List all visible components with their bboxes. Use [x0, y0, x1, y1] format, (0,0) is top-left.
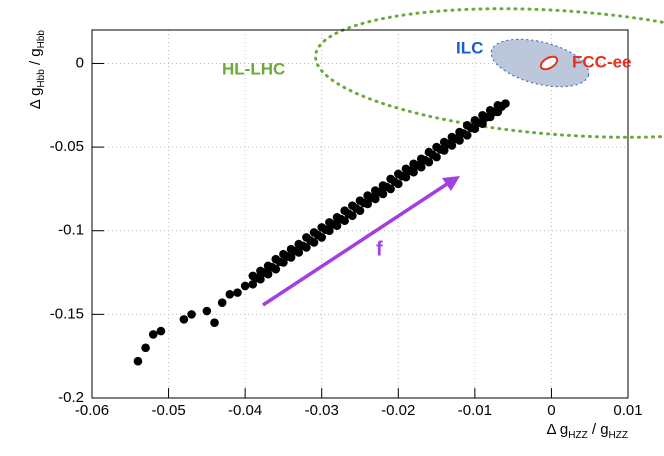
point — [459, 129, 468, 138]
y-tick-label: -0.2 — [58, 389, 84, 406]
point — [336, 214, 346, 224]
point — [344, 209, 353, 218]
point — [141, 343, 150, 353]
point — [267, 262, 277, 272]
point — [359, 198, 369, 208]
point — [179, 315, 189, 324]
label-part: Hbb — [36, 30, 47, 49]
point — [497, 102, 506, 111]
point — [466, 123, 476, 133]
point — [489, 107, 499, 117]
point — [474, 118, 483, 127]
point — [390, 177, 399, 186]
point — [451, 134, 461, 144]
point — [305, 236, 315, 245]
point — [233, 288, 242, 297]
x-tick-label: -0.03 — [305, 402, 339, 419]
y-tick-label: -0.1 — [58, 222, 84, 239]
point — [382, 182, 392, 192]
fcc-ee-contour — [539, 55, 559, 71]
point — [275, 257, 284, 267]
label-part: / g — [588, 421, 609, 438]
plot-frame — [91, 29, 629, 399]
point — [290, 246, 300, 256]
point — [436, 145, 445, 154]
arrow-head — [442, 176, 460, 191]
label-part: HZZ — [609, 430, 628, 441]
annotation: ILC — [456, 38, 483, 57]
x-tick-label: 0.01 — [613, 402, 642, 419]
point — [397, 171, 407, 181]
point — [240, 281, 250, 291]
annotation: HL-LHC — [222, 59, 285, 78]
x-tick-label: 0 — [547, 402, 555, 419]
point — [482, 113, 491, 122]
hl-lhc-contour — [314, 7, 664, 139]
point — [321, 225, 330, 235]
x-tick-label: -0.02 — [381, 402, 415, 419]
point — [298, 241, 307, 251]
point — [420, 155, 430, 165]
point — [413, 161, 422, 170]
point — [259, 268, 269, 277]
points — [133, 99, 510, 366]
point — [374, 187, 384, 197]
label-part: Hbb — [36, 69, 47, 88]
point — [248, 279, 258, 289]
annotation: FCC-ee — [572, 52, 632, 71]
label-part: / g — [27, 48, 44, 69]
x-axis-label: Δ gHZZ / gHZZ — [547, 421, 628, 441]
point — [443, 139, 453, 149]
x-tick-label: -0.01 — [458, 402, 492, 419]
point — [328, 220, 338, 229]
point — [187, 310, 196, 319]
y-tick-label: -0.05 — [50, 138, 84, 155]
x-tick-label: -0.05 — [151, 402, 185, 419]
contours — [314, 7, 664, 139]
label-part: HZZ — [568, 430, 587, 441]
y-axis-label: Δ gHbb / gHbb — [27, 30, 47, 110]
point — [405, 166, 415, 176]
point — [351, 204, 361, 213]
ilc-contour — [490, 38, 590, 88]
point — [225, 289, 235, 299]
point — [156, 326, 166, 336]
axes: -0.06 -0.05 -0.04 -0.03 -0.02 -0.01 0 0.01 -0.2 -… — [50, 54, 643, 419]
point — [367, 193, 376, 202]
point — [210, 318, 219, 328]
point — [313, 230, 323, 240]
point — [133, 356, 143, 366]
point — [282, 252, 292, 261]
point — [428, 150, 438, 160]
point — [148, 330, 158, 339]
x-tick-label: -0.04 — [228, 402, 262, 419]
arrow — [262, 180, 451, 307]
label-part: Δ g — [27, 88, 44, 110]
y-tick-label: -0.15 — [50, 305, 84, 322]
point — [252, 273, 261, 283]
annotation: f — [376, 238, 383, 260]
y-tick-label: 0 — [76, 54, 84, 71]
label-part: Δ g — [547, 421, 569, 438]
point — [217, 298, 227, 307]
point — [202, 306, 212, 316]
x-tick-label: -0.06 — [75, 402, 109, 419]
